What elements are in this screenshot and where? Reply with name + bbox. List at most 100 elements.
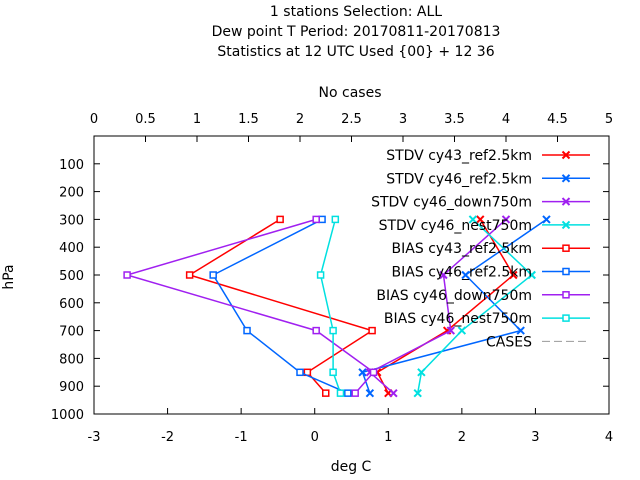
y-tick-label: 700: [59, 325, 84, 340]
legend-item: BIAS cy46_ref2.5km: [392, 265, 590, 281]
legend-label: BIAS cy46_down750m: [376, 288, 532, 304]
data-point: [312, 215, 320, 224]
data-point: [509, 270, 518, 280]
data-point: [527, 270, 536, 280]
legend-item: STDV cy46_ref2.5km: [386, 171, 590, 187]
x2-tick-label: 1.5: [238, 112, 259, 127]
data-point: [417, 368, 426, 377]
legend-swatch-marker: [562, 267, 570, 276]
data-point: [501, 215, 511, 224]
data-point: [276, 215, 284, 224]
series-line: [124, 218, 375, 394]
y-axis-label: hPa: [1, 264, 17, 289]
series-line: [319, 219, 342, 394]
x2-tick-label: 3: [399, 112, 407, 127]
data-point: [368, 326, 376, 335]
x2-tick-label: 0.5: [135, 112, 156, 127]
legend-item: STDV cy43_ref2.5km: [386, 148, 590, 164]
series-line: [187, 218, 374, 394]
chart-title-line-2: Dew point T Period: 20170811-20170813: [212, 24, 501, 40]
legend-swatch-marker: [562, 314, 570, 322]
legend-item: BIAS cy43_ref2.5km: [392, 241, 590, 257]
y-tick-label: 600: [59, 297, 84, 312]
x2-tick-label: 2: [296, 112, 304, 127]
x-tick-label: 2: [458, 430, 466, 445]
data-point: [446, 326, 456, 335]
legend-item: STDV cy46_down750m: [371, 195, 590, 211]
series-6: [123, 215, 378, 397]
legend-item: STDV cy46_nest750m: [379, 218, 590, 234]
data-point: [329, 368, 337, 377]
x-tick-label: -2: [161, 430, 174, 445]
data-point: [329, 326, 337, 335]
data-point: [331, 215, 340, 224]
y-tick-label: 1000: [51, 408, 84, 423]
x-tick-label: 0: [311, 430, 319, 445]
legend-label: BIAS cy46_nest750m: [384, 311, 532, 327]
data-point: [296, 368, 304, 377]
series-7: [316, 215, 345, 397]
data-point: [476, 215, 485, 224]
legend-label: STDV cy46_down750m: [371, 195, 532, 211]
x-tick-label: -1: [235, 430, 248, 445]
data-point: [457, 326, 467, 335]
legend-label: STDV cy46_nest750m: [379, 218, 532, 234]
y-tick-label: 800: [59, 352, 84, 367]
x2-tick-label: 2.5: [341, 112, 362, 127]
x-tick-label: 1: [384, 430, 392, 445]
data-point: [468, 215, 478, 224]
x2-tick-label: 1: [193, 112, 201, 127]
chart-title-line-3: Statistics at 12 UTC Used {00} + 12 36: [217, 44, 494, 60]
legend-item: BIAS cy46_down750m: [376, 288, 590, 304]
data-point: [358, 368, 367, 377]
legend-label: STDV cy46_ref2.5km: [386, 171, 532, 187]
data-point: [351, 389, 359, 397]
data-point: [123, 271, 131, 279]
x-tick-label: 3: [531, 430, 539, 445]
legend-swatch-marker: [561, 150, 571, 160]
data-point: [316, 271, 325, 279]
legend-swatch-marker: [562, 244, 570, 252]
legend-item: CASES: [486, 334, 590, 350]
data-point: [369, 368, 378, 377]
series-3: [413, 215, 536, 398]
legend-swatch-marker: [562, 291, 570, 299]
legend-swatch-marker: [561, 220, 571, 230]
legend-item: BIAS cy46_nest750m: [384, 311, 590, 327]
legend-label: BIAS cy43_ref2.5km: [392, 241, 532, 257]
x2-axis-label: No cases: [319, 85, 382, 101]
data-point: [365, 388, 375, 398]
x2-tick-label: 5: [605, 112, 613, 127]
legend-label: CASES: [486, 334, 532, 350]
legend-swatch-marker: [561, 197, 571, 206]
y-tick-label: 100: [59, 158, 84, 173]
legend-swatch-marker: [561, 174, 571, 183]
x-tick-label: 4: [605, 430, 613, 445]
data-point: [322, 389, 330, 397]
y-tick-label: 300: [59, 213, 84, 228]
y-tick-label: 400: [59, 241, 84, 256]
legend-label: STDV cy43_ref2.5km: [386, 148, 532, 164]
data-point: [542, 215, 551, 224]
series-4: [185, 215, 376, 397]
data-point: [312, 326, 320, 335]
y-tick-label: 200: [59, 186, 84, 201]
series-2: [365, 215, 511, 398]
data-point: [318, 215, 326, 224]
x2-tick-label: 0: [90, 112, 98, 127]
y-tick-label: 900: [59, 380, 84, 395]
data-point: [185, 271, 194, 279]
x2-tick-label: 4.5: [547, 112, 568, 127]
data-point: [413, 388, 422, 398]
data-point: [243, 326, 251, 335]
data-point: [209, 271, 217, 279]
x2-tick-label: 4: [502, 112, 510, 127]
legend-label: BIAS cy46_ref2.5km: [392, 265, 532, 281]
x-tick-label: -3: [88, 430, 101, 445]
data-point: [336, 389, 345, 397]
data-point: [516, 326, 525, 335]
y-tick-label: 500: [59, 269, 84, 284]
series-5: [209, 215, 352, 397]
data-point: [344, 389, 352, 397]
